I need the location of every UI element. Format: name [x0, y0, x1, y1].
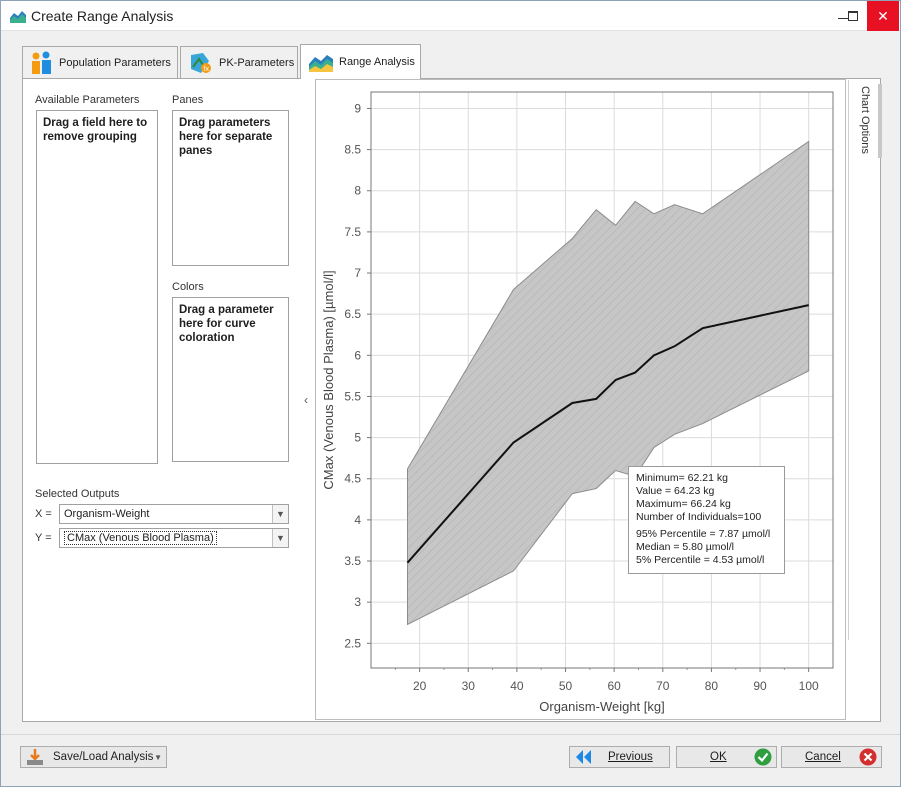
y-output-value: CMax (Venous Blood Plasma) — [64, 531, 217, 545]
colors-label: Colors — [172, 281, 204, 293]
previous-button[interactable]: Previous — [569, 746, 670, 768]
percentile-band[interactable] — [407, 140, 810, 626]
y-tick-label: 5 — [354, 431, 361, 445]
chart-svg: 2.5 3 3.5 4 4.5 5 5.5 6 6.5 7 7.5 8 8.5 9 20 30 40 50 60 7… — [321, 91, 834, 714]
y-tick-label: 6.5 — [344, 307, 361, 321]
tooltip-value: Value = 64.23 kg — [636, 485, 715, 497]
window-title: Create Range Analysis — [31, 8, 174, 24]
y-axis-label: Y = — [35, 532, 52, 544]
colors-drop-area[interactable]: Drag a parameter here for curve colorati… — [172, 297, 289, 462]
selected-outputs-label: Selected Outputs — [35, 488, 120, 500]
median-line[interactable] — [406, 304, 809, 564]
tab-label: Range Analysis — [339, 56, 415, 68]
y-tick-label: 7 — [354, 266, 361, 280]
x-tick-label: 30 — [462, 679, 476, 693]
chevron-down-icon: ▼ — [154, 752, 162, 762]
range-analysis-icon — [309, 55, 333, 72]
chart-options-tab[interactable]: Chart Options — [848, 80, 882, 640]
collapse-left-panel-icon[interactable]: ‹ — [304, 393, 308, 407]
chart-options-label: Chart Options — [859, 86, 871, 154]
x-tick-label: 70 — [656, 679, 670, 693]
x-tick-label: 50 — [559, 679, 573, 693]
cancel-icon — [859, 748, 877, 766]
available-parameters-list[interactable]: Drag a field here to remove grouping — [36, 110, 158, 464]
y-output-select[interactable]: CMax (Venous Blood Plasma) ▼ — [59, 528, 289, 548]
chevron-down-icon[interactable]: ▼ — [272, 529, 288, 547]
y-tick-label: 6 — [354, 348, 361, 362]
y-tick-label: 2.5 — [344, 636, 361, 650]
colors-hint: Drag a parameter here for curve colorati… — [179, 304, 274, 344]
y-tick-label: 4 — [354, 513, 361, 527]
y-tick-label: 4.5 — [344, 472, 361, 486]
available-parameters-hint: Drag a field here to remove grouping — [43, 117, 148, 143]
chart-options-scrollbar[interactable] — [878, 84, 882, 158]
x-output-value: Organism-Weight — [64, 508, 150, 520]
y-tick-label: 5.5 — [344, 389, 361, 403]
previous-label: Previous — [608, 751, 653, 763]
tooltip-individuals: Number of Individuals=100 — [636, 511, 762, 523]
x-tick-label: 100 — [799, 679, 819, 693]
app-icon — [10, 11, 26, 23]
maximize-icon — [848, 11, 858, 21]
tab-label: Population Parameters — [59, 56, 171, 69]
previous-icon — [576, 750, 591, 764]
x-tick-label: 80 — [705, 679, 719, 693]
available-parameters-label: Available Parameters — [35, 94, 140, 106]
tooltip-minimum: Minimum= 62.21 kg — [636, 472, 728, 484]
ok-label: OK — [710, 751, 727, 763]
x-tick-label: 20 — [413, 679, 427, 693]
tooltip-median: Median = 5.80 µmol/l — [636, 541, 734, 553]
x-axis-title: Organism-Weight [kg] — [539, 699, 664, 714]
pk-parameters-icon: fx — [191, 52, 211, 73]
tooltip-95-percentile: 95% Percentile = 7.87 µmol/l — [636, 528, 771, 540]
tab-label: PK-Parameters — [219, 56, 295, 69]
y-tick-label: 8.5 — [344, 143, 361, 157]
svg-text:fx: fx — [204, 66, 210, 73]
y-tick-labels: 2.5 3 3.5 4 4.5 5 5.5 6 6.5 7 7.5 8 8.5 9 — [344, 101, 361, 650]
population-icon — [32, 51, 51, 74]
y-tick-label: 8 — [354, 184, 361, 198]
y-tick-label: 3.5 — [344, 554, 361, 568]
close-icon: ✕ — [877, 7, 889, 24]
y-tick-label: 3 — [354, 595, 361, 609]
y-tick-label: 7.5 — [344, 225, 361, 239]
tab-population-parameters[interactable]: Population Parameters — [22, 46, 178, 78]
range-analysis-chart: 2.5 3 3.5 4 4.5 5 5.5 6 6.5 7 7.5 8 8.5 9 20 30 40 50 60 7… — [315, 79, 846, 720]
x-tick-label: 90 — [753, 679, 767, 693]
x-tick-labels: 20 30 40 50 60 70 80 90 100 — [413, 679, 819, 693]
close-button[interactable]: ✕ — [867, 1, 899, 31]
checkmark-icon — [754, 748, 772, 766]
save-load-icon — [27, 749, 43, 765]
tooltip-maximum: Maximum= 66.24 kg — [636, 498, 731, 510]
plot-area-border — [370, 91, 834, 669]
panes-drop-area[interactable]: Drag parameters here for separate panes — [172, 110, 289, 266]
maximize-button[interactable] — [839, 1, 867, 31]
x-axis-label: X = — [35, 508, 52, 520]
minimize-icon — [838, 18, 848, 19]
x-tick-label: 40 — [510, 679, 524, 693]
save-load-analysis-button[interactable]: Save/Load Analysis ▼ — [20, 746, 167, 768]
chart-tooltip: Minimum= 62.21 kg Value = 64.23 kg Maxim… — [628, 466, 785, 574]
ok-button[interactable]: OK — [676, 746, 777, 768]
save-load-label: Save/Load Analysis — [53, 751, 154, 763]
x-tick-label: 60 — [607, 679, 621, 693]
cancel-label: Cancel — [805, 751, 841, 763]
tab-range-analysis[interactable]: Range Analysis — [300, 44, 421, 79]
y-axis-title: CMax (Venous Blood Plasma) [µmol/l] — [321, 270, 336, 489]
dialog-button-bar: Save/Load Analysis ▼ Previous OK Cancel — [1, 734, 900, 786]
tab-pk-parameters[interactable]: fx PK-Parameters — [180, 46, 298, 78]
panes-hint: Drag parameters here for separate panes — [179, 117, 273, 157]
y-tick-label: 9 — [354, 101, 361, 115]
panes-label: Panes — [172, 94, 204, 106]
x-output-select[interactable]: Organism-Weight ▼ — [59, 504, 289, 524]
cancel-button[interactable]: Cancel — [781, 746, 882, 768]
chevron-down-icon[interactable]: ▼ — [272, 505, 288, 523]
minimize-button[interactable] — [829, 1, 857, 31]
tooltip-5-percentile: 5% Percentile = 4.53 µmol/l — [636, 554, 765, 566]
title-bar: Create Range Analysis ✕ — [1, 1, 900, 31]
